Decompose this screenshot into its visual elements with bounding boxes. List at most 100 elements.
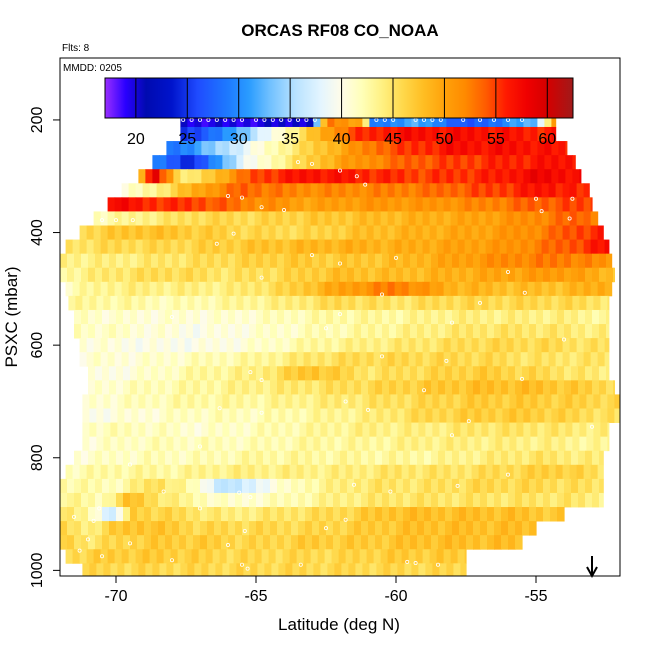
heatmap-cell [107, 352, 116, 367]
heatmap-cell [235, 324, 243, 339]
heatmap-cell [103, 394, 111, 409]
heatmap-cell [261, 352, 270, 367]
heatmap-cell [205, 211, 214, 226]
heatmap-cell [347, 450, 355, 466]
heatmap-cell [572, 422, 580, 438]
heatmap-cell [275, 281, 284, 297]
heatmap-cell [551, 155, 559, 170]
heatmap-cell [212, 197, 221, 212]
heatmap-cell [86, 549, 95, 564]
heatmap-cell [270, 309, 278, 325]
heatmap-cell [555, 352, 564, 367]
heatmap-cell [361, 253, 369, 269]
heatmap-cell [340, 366, 348, 381]
heatmap-cell [361, 309, 369, 325]
heatmap-cell [478, 464, 487, 480]
heatmap-cell [236, 436, 244, 452]
heatmap-cell [382, 380, 390, 395]
heatmap-cell [109, 450, 117, 466]
heatmap-cell [236, 408, 244, 423]
heatmap-cell [263, 492, 271, 508]
heatmap-cell [467, 112, 475, 128]
heatmap-cell [495, 394, 503, 409]
heatmap-cell [494, 535, 502, 550]
heatmap-cell [289, 464, 298, 480]
heatmap-cell [480, 253, 488, 269]
heatmap-cell [382, 450, 390, 466]
heatmap-cell [264, 169, 272, 184]
heatmap-cell [446, 408, 454, 423]
heatmap-cell [445, 324, 453, 339]
heatmap-cell [460, 126, 468, 142]
heatmap-cell [338, 239, 347, 255]
heatmap-cell [508, 380, 516, 395]
heatmap-cell [415, 464, 424, 480]
heatmap-cell [530, 422, 538, 438]
heatmap-cell [445, 492, 453, 508]
heatmap-cell [502, 394, 510, 409]
heatmap-cell [397, 141, 405, 156]
heatmap-cell [452, 324, 460, 339]
heatmap-cell [65, 281, 74, 297]
heatmap-cell [88, 380, 96, 395]
heatmap-cell [166, 408, 174, 423]
heatmap-cell [285, 563, 293, 576]
heatmap-cell [187, 422, 195, 438]
heatmap-cell [268, 183, 277, 198]
heatmap-cell [597, 338, 606, 353]
heatmap-cell [606, 324, 610, 339]
heatmap-cell [240, 338, 249, 353]
heatmap-cell [341, 563, 349, 576]
heatmap-cell [194, 422, 202, 438]
heatmap-cell [313, 155, 321, 170]
heatmap-cell [114, 352, 123, 367]
heatmap-cell [170, 338, 179, 353]
heatmap-cell [415, 239, 424, 255]
heatmap-cell [513, 239, 522, 255]
heatmap-cell [529, 380, 537, 395]
heatmap-cell [152, 169, 160, 184]
heatmap-cell [124, 295, 132, 311]
heatmap-cell [88, 366, 96, 381]
heatmap-cell [537, 408, 545, 423]
heatmap-cell [214, 324, 222, 339]
heatmap-cell [457, 281, 466, 297]
heatmap-cell [184, 239, 193, 255]
heatmap-cell [285, 295, 293, 311]
heatmap-cell [200, 521, 208, 536]
heatmap-cell [226, 338, 235, 353]
heatmap-cell [123, 478, 131, 494]
heatmap-cell [403, 521, 411, 536]
heatmap-cell [557, 478, 565, 494]
heatmap-cell [373, 464, 382, 480]
heatmap-cell [389, 521, 397, 536]
heatmap-cell [404, 169, 412, 184]
heatmap-cell [515, 492, 523, 508]
heatmap-cell [355, 408, 363, 423]
heatmap-cell [530, 394, 538, 409]
heatmap-cell [236, 563, 244, 576]
heatmap-cell [369, 155, 377, 170]
heatmap-cell [123, 267, 131, 283]
heatmap-cell [586, 295, 594, 311]
heatmap-cell [499, 464, 508, 480]
heatmap-cell [499, 352, 508, 367]
heatmap-cell [221, 521, 229, 536]
heatmap-cell [443, 338, 452, 353]
heatmap-cell [558, 295, 566, 311]
heatmap-cell [180, 155, 188, 170]
heatmap-cell [383, 422, 391, 438]
heatmap-cell [138, 408, 146, 423]
heatmap-cell [165, 309, 173, 325]
heatmap-cell [179, 366, 187, 381]
heatmap-cell [128, 549, 137, 564]
heatmap-cell [354, 366, 362, 381]
heatmap-cell [135, 183, 144, 198]
heatmap-cell [128, 464, 137, 480]
heatmap-cell [424, 492, 432, 508]
heatmap-cell [159, 394, 167, 409]
heatmap-cell [81, 324, 89, 339]
heatmap-cell [359, 464, 368, 480]
heatmap-cell [215, 126, 223, 142]
